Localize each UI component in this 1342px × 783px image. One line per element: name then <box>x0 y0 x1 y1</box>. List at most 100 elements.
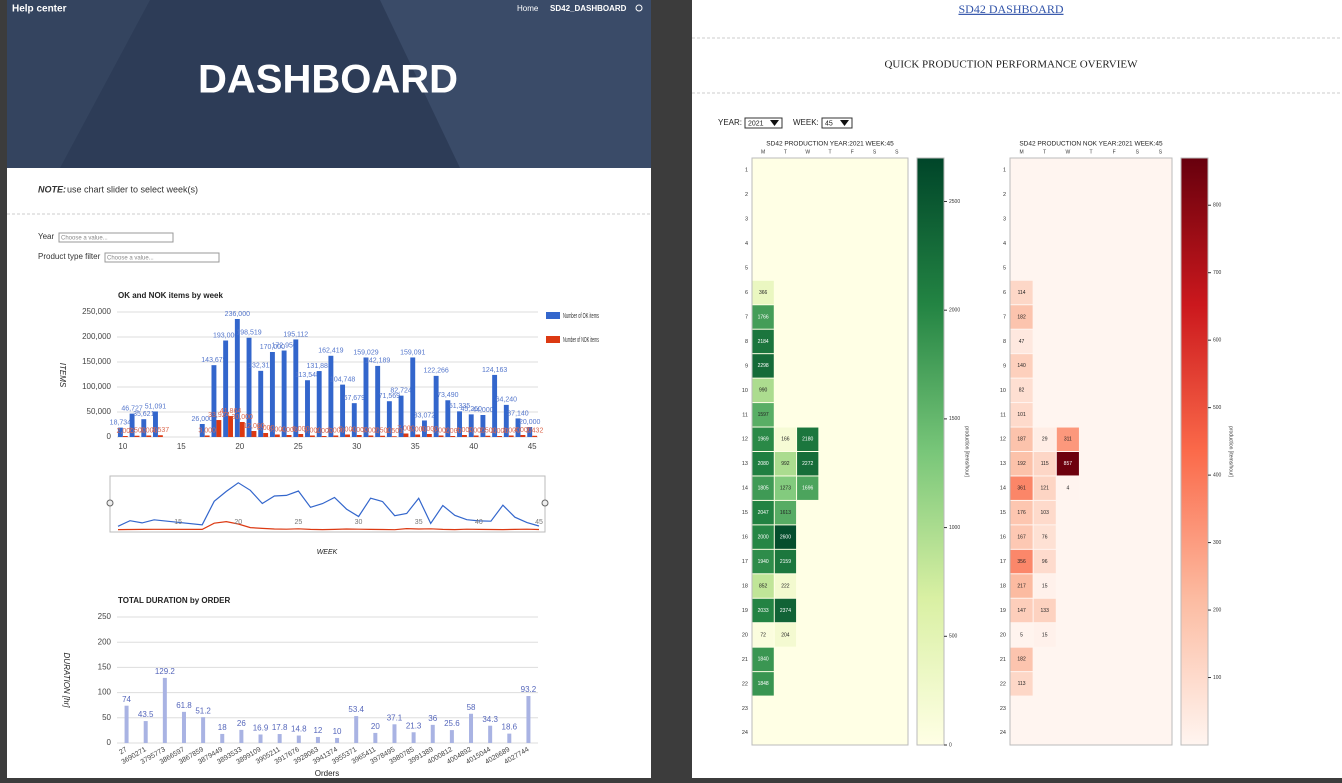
brand[interactable]: Help center <box>12 4 67 15</box>
row-label: 3 <box>745 217 748 223</box>
row-label: 18 <box>1000 583 1006 589</box>
column-label: F <box>1113 149 1116 155</box>
bar <box>239 729 244 743</box>
note-text: use chart slider to select week(s) <box>67 184 198 194</box>
data-label: 12 <box>313 726 322 735</box>
cell-label: 101 <box>1017 412 1026 418</box>
select-value[interactable]: 2021 <box>748 120 764 127</box>
search-icon[interactable] <box>635 4 643 12</box>
heatmap-cell <box>1033 549 1056 574</box>
select[interactable] <box>744 117 783 129</box>
column-label: M <box>761 149 765 155</box>
data-label: 53.4 <box>348 705 364 714</box>
select[interactable] <box>58 232 174 243</box>
heatmap-cell <box>1010 574 1033 598</box>
column-label: W <box>805 149 810 155</box>
data-label: 43.5 <box>138 710 154 719</box>
bar <box>335 737 340 743</box>
bar <box>391 436 397 437</box>
bar <box>328 355 334 437</box>
y-axis-label: ITEMS <box>58 363 67 388</box>
row-label: 10 <box>742 388 748 394</box>
row-label: 3 <box>1003 217 1006 223</box>
select-placeholder[interactable]: Choose a value... <box>107 256 154 262</box>
x-tick-label: 20 <box>235 442 244 451</box>
filter-label: Product type filter <box>38 252 101 261</box>
bar <box>445 400 451 437</box>
row-label: 19 <box>1000 608 1006 614</box>
heatmap-cell <box>752 574 774 598</box>
data-label: 2,000 <box>315 428 333 435</box>
bar <box>153 411 158 437</box>
heatmap-cell <box>1033 427 1056 451</box>
data-label: 3,000 <box>467 427 485 434</box>
data-label: 21.3 <box>406 721 422 730</box>
bar <box>122 436 128 437</box>
x-tick-label: 15 <box>177 442 186 451</box>
data-label: 6,000 <box>421 426 439 433</box>
column-label: S <box>1136 149 1140 155</box>
heatmap-cell <box>752 476 774 500</box>
column-label: M <box>1019 149 1023 155</box>
cell-label: 1766 <box>758 314 769 320</box>
data-label: 5,000 <box>339 426 357 433</box>
link[interactable]: SD42 DASHBOARD <box>958 2 1063 16</box>
bar <box>392 724 397 743</box>
row-label: 17 <box>1000 559 1006 565</box>
bar <box>415 434 421 437</box>
data-label: 5,000 <box>269 426 287 433</box>
bar <box>220 733 225 743</box>
cell-label: 167 <box>1017 534 1026 540</box>
slider-handle[interactable] <box>106 499 114 507</box>
cell-label: 133 <box>1041 608 1050 614</box>
bar <box>315 736 320 743</box>
cell-label: 29 <box>1042 437 1048 443</box>
select[interactable] <box>104 252 220 263</box>
x-tick-label: 10 <box>118 442 127 451</box>
nav-link[interactable]: Home <box>517 4 539 13</box>
cell-label: 2184 <box>758 339 769 345</box>
select-placeholder[interactable]: Choose a value... <box>61 236 108 242</box>
control-label: YEAR: <box>718 118 742 127</box>
y-tick-label: 250 <box>98 612 112 621</box>
heatmap-title: SD42 PRODUCTION YEAR:2021 WEEK:45 <box>766 141 894 148</box>
bar <box>258 734 263 743</box>
data-label: 73,490 <box>437 392 459 399</box>
cell-label: 96 <box>1042 559 1048 565</box>
cell-label: 47 <box>1019 339 1025 345</box>
data-label: 236,000 <box>225 311 250 318</box>
data-label: 2,500 <box>479 428 497 435</box>
cell-label: 857 <box>1064 461 1073 467</box>
bar <box>211 365 217 437</box>
colorbar-tick-label: 300 <box>1213 540 1222 546</box>
y-tick-label: 50,000 <box>87 407 112 416</box>
slider-handle[interactable] <box>541 499 549 507</box>
bar <box>293 339 299 437</box>
dropdown-arrow[interactable] <box>840 120 849 126</box>
row-label: 15 <box>742 510 748 516</box>
data-label: 7,000 <box>397 425 415 432</box>
data-label: 143,679 <box>201 357 226 364</box>
colorbar-tick-label: 600 <box>1213 338 1222 344</box>
bar <box>345 434 350 437</box>
cell-label: 115 <box>1041 461 1049 467</box>
dropdown-arrow[interactable] <box>770 120 779 126</box>
nav-link[interactable]: SD42_DASHBOARD <box>550 4 627 13</box>
bar <box>281 350 287 437</box>
row-label: 24 <box>742 730 748 736</box>
data-label: 124,163 <box>482 367 507 374</box>
cell-label: 113 <box>1018 681 1026 687</box>
select-value[interactable]: 45 <box>825 120 833 127</box>
row-label: 22 <box>1000 681 1006 687</box>
data-label: 193,000 <box>213 332 238 339</box>
cell-label: 182 <box>1017 657 1026 663</box>
heatmap-cell <box>1033 525 1056 549</box>
row-label: 9 <box>1003 363 1006 369</box>
overview-line <box>117 520 540 531</box>
bar <box>298 434 304 437</box>
data-label: 41,864 <box>220 408 242 415</box>
select[interactable] <box>821 117 853 129</box>
row-label: 11 <box>1000 412 1006 418</box>
heatmap-cell <box>1056 452 1079 476</box>
data-label: 82,724 <box>390 387 412 394</box>
